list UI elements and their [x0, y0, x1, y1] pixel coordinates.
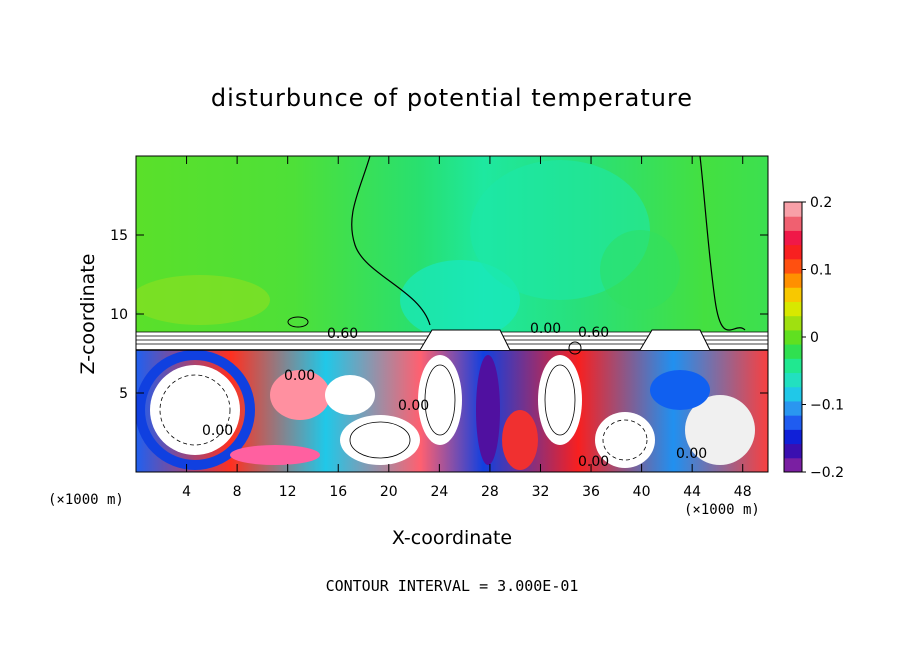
colorbar-tick-label: 0.1	[810, 263, 832, 279]
colorbar-swatch	[784, 273, 802, 288]
contour-label: 0.00	[676, 446, 707, 462]
colorbar-swatch	[784, 202, 802, 217]
x-tick-label: 44	[683, 484, 701, 500]
colorbar	[783, 201, 803, 473]
x-tick-label: 4	[182, 484, 191, 500]
y-tick-label: 15	[110, 228, 128, 244]
colorbar-swatch	[784, 329, 802, 345]
contour-label: 0.00	[202, 423, 233, 439]
x-tick-label: 48	[734, 484, 752, 500]
contour-label: 0.00	[398, 398, 429, 414]
contour-label: 0.00	[578, 454, 609, 470]
colorbar-tick-label: −0.1	[810, 398, 844, 414]
chart-title: disturbunce of potential temperature	[210, 84, 694, 112]
colorbar-swatch	[784, 315, 802, 331]
contour-label: 0.00	[530, 321, 561, 337]
colorbar-swatch	[784, 301, 802, 317]
x-tick-label: 8	[233, 484, 242, 500]
colorbar-tick-label: 0	[810, 330, 819, 346]
contour-label: 0.00	[284, 368, 315, 384]
colorbar-swatch	[784, 287, 802, 302]
z-unit-label: (×1000 m)	[48, 492, 124, 508]
contour-labels: 0.60 0.00 0.60 0.00 0.00 0.00 0.00 0.00	[202, 321, 707, 470]
upper-field	[136, 156, 768, 472]
colorbar-swatch	[784, 429, 802, 445]
colorbar-swatch	[784, 400, 802, 416]
x-tick-label: 28	[481, 484, 499, 500]
x-tick-label: 40	[633, 484, 651, 500]
x-unit-label: (×1000 m)	[684, 502, 760, 518]
x-tick-label: 24	[430, 484, 448, 500]
colorbar-swatch	[784, 216, 802, 231]
colorbar-swatch	[784, 386, 802, 402]
colorbar-tick-label: 0.2	[810, 195, 832, 211]
contour-interval-note: CONTOUR INTERVAL = 3.000E-01	[325, 577, 579, 595]
x-axis-ticks: 4 8 12 16 20 24 28 32 36 40 44 48	[182, 156, 752, 500]
colorbar-swatch	[784, 358, 802, 374]
contour-label: 0.60	[578, 325, 609, 341]
colorbar-swatch	[784, 230, 802, 246]
x-tick-label: 20	[380, 484, 398, 500]
colorbar-swatch	[784, 457, 802, 473]
x-tick-label: 36	[582, 484, 600, 500]
y-tick-label: 5	[119, 386, 128, 402]
colorbar-tick-label: −0.2	[810, 465, 844, 481]
colorbar-swatch	[784, 415, 802, 430]
x-axis-label: X-coordinate	[391, 527, 513, 549]
x-tick-label: 16	[329, 484, 347, 500]
colorbar-swatch	[784, 344, 802, 359]
y-tick-label: 10	[110, 307, 128, 323]
colorbar-swatch	[784, 372, 802, 388]
colorbar-swatch	[784, 443, 802, 459]
y-axis-label: Z-coordinate	[77, 253, 99, 375]
y-axis-ticks: 5 10 15	[110, 228, 768, 402]
colorbar-swatch	[784, 258, 802, 274]
x-tick-label: 32	[532, 484, 550, 500]
x-tick-label: 12	[279, 484, 297, 500]
colorbar-ticks: 0.2 0.1 0 −0.1 −0.2	[802, 195, 844, 481]
colorbar-swatch	[784, 244, 802, 260]
contour-label: 0.60	[327, 326, 358, 342]
